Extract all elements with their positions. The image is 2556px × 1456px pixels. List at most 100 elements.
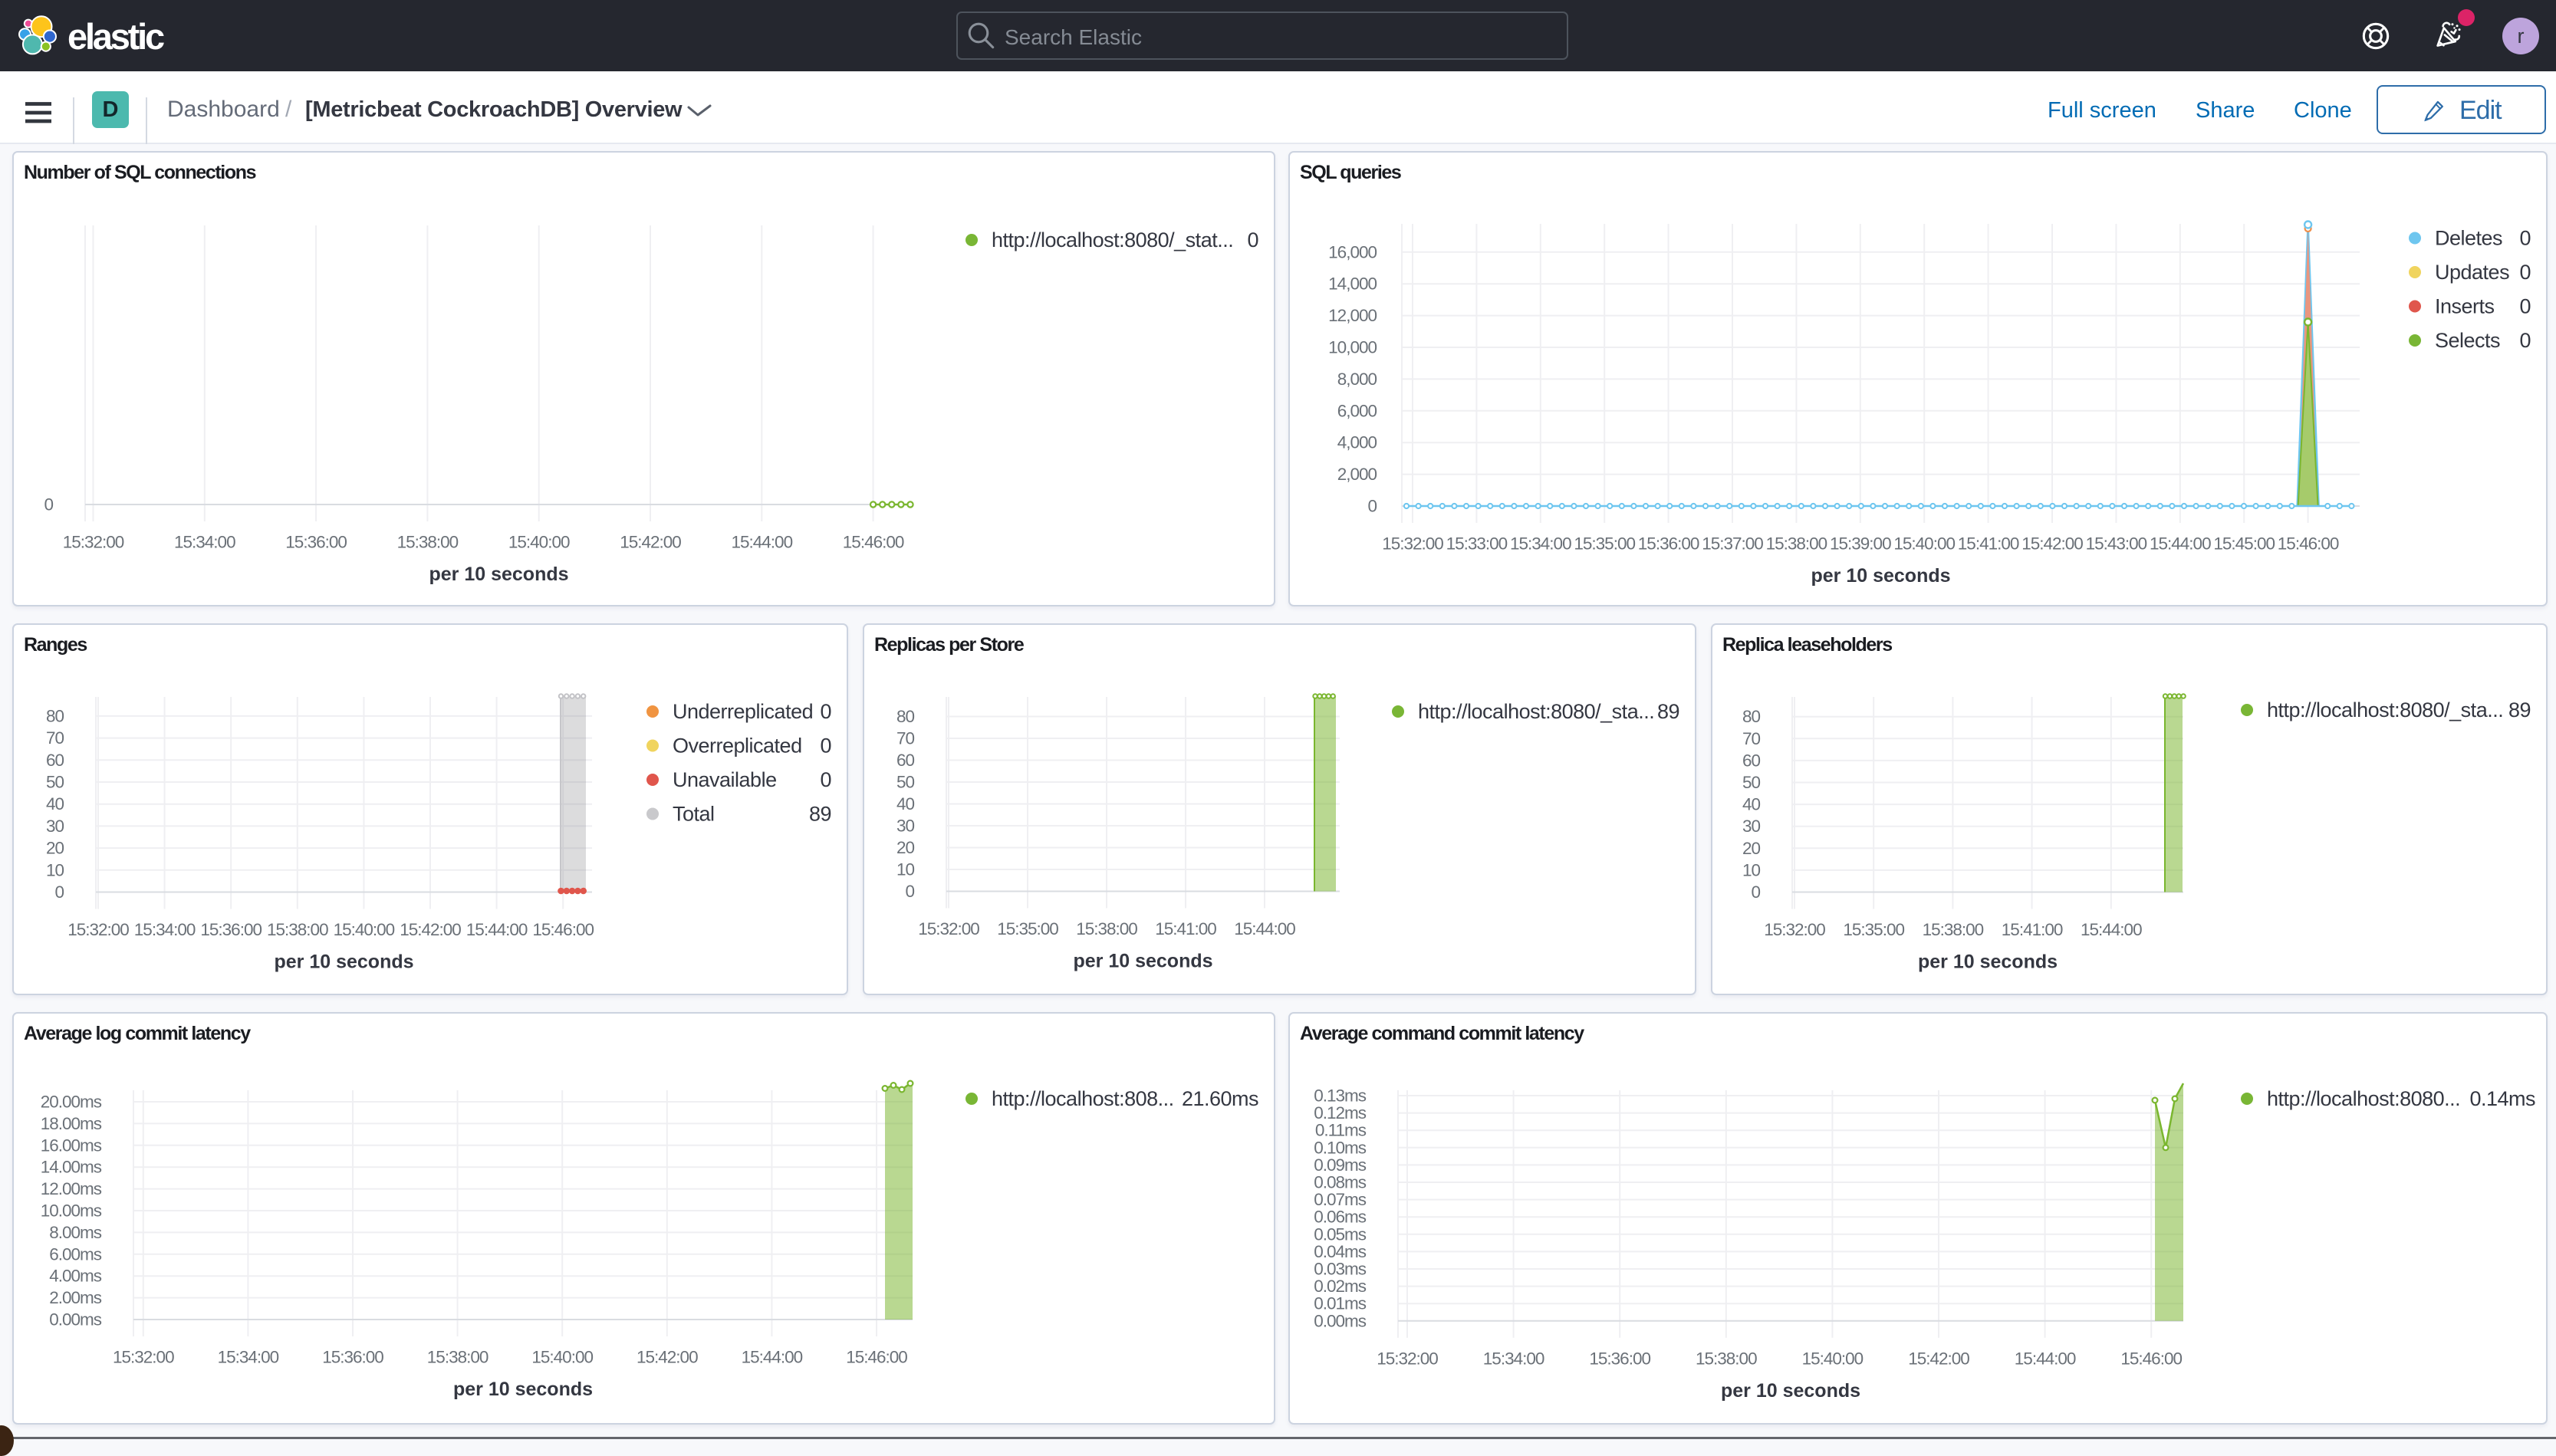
svg-text:89: 89 <box>1657 700 1679 723</box>
svg-text:0.00ms: 0.00ms <box>1314 1311 1367 1330</box>
svg-text:15:44:00: 15:44:00 <box>2150 534 2211 554</box>
svg-text:15:34:00: 15:34:00 <box>1510 534 1571 554</box>
svg-text:0: 0 <box>820 700 831 723</box>
svg-text:0.00ms: 0.00ms <box>49 1310 102 1329</box>
svg-text:0: 0 <box>44 495 53 514</box>
svg-text:15:40:00: 15:40:00 <box>1802 1349 1864 1368</box>
svg-text:0.02ms: 0.02ms <box>1314 1277 1367 1296</box>
svg-text:4.00ms: 4.00ms <box>49 1267 102 1286</box>
svg-text:15:38:00: 15:38:00 <box>1766 534 1827 554</box>
svg-text:15:42:00: 15:42:00 <box>1908 1349 1969 1368</box>
svg-text:30: 30 <box>1742 817 1761 836</box>
svg-text:15:42:00: 15:42:00 <box>620 533 681 552</box>
svg-text:10: 10 <box>1742 860 1761 879</box>
svg-text:70: 70 <box>46 728 64 748</box>
svg-text:15:44:00: 15:44:00 <box>732 533 793 552</box>
svg-text:http://localhost:8080...: http://localhost:8080... <box>2267 1087 2460 1110</box>
svg-text:0: 0 <box>1751 882 1760 902</box>
svg-text:15:34:00: 15:34:00 <box>218 1348 279 1367</box>
svg-text:4,000: 4,000 <box>1337 433 1377 452</box>
svg-text:15:42:00: 15:42:00 <box>400 920 461 939</box>
svg-text:per 10 seconds: per 10 seconds <box>453 1379 593 1400</box>
svg-text:15:38:00: 15:38:00 <box>427 1348 489 1367</box>
svg-text:10.00ms: 10.00ms <box>41 1201 102 1221</box>
svg-text:15:32:00: 15:32:00 <box>63 533 124 552</box>
svg-text:15:38:00: 15:38:00 <box>1076 919 1137 938</box>
svg-text:80: 80 <box>1742 707 1761 726</box>
svg-text:0.05ms: 0.05ms <box>1314 1224 1367 1244</box>
svg-text:15:40:00: 15:40:00 <box>334 920 395 939</box>
svg-text:0.04ms: 0.04ms <box>1314 1242 1367 1261</box>
svg-text:per 10 seconds: per 10 seconds <box>1721 1380 1860 1402</box>
svg-text:0.11ms: 0.11ms <box>1315 1121 1367 1140</box>
svg-text:2,000: 2,000 <box>1337 465 1377 484</box>
svg-text:0.14ms: 0.14ms <box>2469 1087 2535 1110</box>
svg-text:40: 40 <box>896 794 915 813</box>
svg-text:15:38:00: 15:38:00 <box>1923 920 1984 939</box>
svg-text:0.06ms: 0.06ms <box>1314 1208 1367 1227</box>
svg-text:70: 70 <box>896 729 915 748</box>
svg-text:Unavailable: Unavailable <box>673 768 777 791</box>
svg-text:2.00ms: 2.00ms <box>49 1288 102 1307</box>
svg-text:15:38:00: 15:38:00 <box>397 533 459 552</box>
svg-text:per 10 seconds: per 10 seconds <box>429 564 568 585</box>
svg-text:Underreplicated: Underreplicated <box>673 700 813 723</box>
svg-text:6,000: 6,000 <box>1337 401 1377 420</box>
svg-text:12,000: 12,000 <box>1328 306 1377 325</box>
svg-text:89: 89 <box>2508 698 2531 721</box>
svg-text:15:32:00: 15:32:00 <box>113 1348 174 1367</box>
svg-text:14.00ms: 14.00ms <box>41 1158 102 1177</box>
svg-text:per 10 seconds: per 10 seconds <box>1918 951 2058 973</box>
svg-text:15:46:00: 15:46:00 <box>846 1348 907 1367</box>
svg-text:21.60ms: 21.60ms <box>1182 1087 1258 1110</box>
svg-text:15:42:00: 15:42:00 <box>637 1348 698 1367</box>
svg-text:http://localhost:8080/_sta...: http://localhost:8080/_sta... <box>2267 698 2503 721</box>
svg-text:16.00ms: 16.00ms <box>41 1136 102 1155</box>
svg-text:15:41:00: 15:41:00 <box>2002 920 2063 939</box>
svg-text:0: 0 <box>54 882 64 902</box>
svg-text:60: 60 <box>1742 751 1761 770</box>
svg-text:15:44:00: 15:44:00 <box>2015 1349 2076 1368</box>
svg-text:15:40:00: 15:40:00 <box>1893 534 1955 554</box>
svg-text:15:36:00: 15:36:00 <box>322 1348 383 1367</box>
svg-text:Deletes: Deletes <box>2435 227 2502 250</box>
svg-text:89: 89 <box>809 803 831 826</box>
svg-text:15:33:00: 15:33:00 <box>1446 534 1508 554</box>
svg-text:15:37:00: 15:37:00 <box>1702 534 1763 554</box>
svg-text:http://localhost:8080/_sta...: http://localhost:8080/_sta... <box>1418 700 1654 723</box>
svg-text:16,000: 16,000 <box>1328 242 1377 261</box>
svg-text:15:36:00: 15:36:00 <box>285 533 347 552</box>
svg-text:0: 0 <box>2519 295 2531 318</box>
svg-text:15:40:00: 15:40:00 <box>508 533 570 552</box>
svg-text:15:46:00: 15:46:00 <box>2278 534 2339 554</box>
svg-text:0.01ms: 0.01ms <box>1314 1294 1367 1313</box>
svg-text:15:45:00: 15:45:00 <box>2213 534 2275 554</box>
svg-text:0: 0 <box>2519 261 2531 284</box>
svg-text:30: 30 <box>46 817 64 836</box>
svg-text:15:44:00: 15:44:00 <box>2081 920 2142 939</box>
svg-text:0.12ms: 0.12ms <box>1314 1103 1367 1122</box>
svg-text:15:44:00: 15:44:00 <box>466 920 528 939</box>
svg-text:20: 20 <box>1742 839 1761 858</box>
svg-text:15:35:00: 15:35:00 <box>997 919 1058 938</box>
svg-text:Selects: Selects <box>2435 329 2500 352</box>
svg-text:0.13ms: 0.13ms <box>1314 1086 1367 1106</box>
svg-text:0: 0 <box>820 768 831 791</box>
svg-text:40: 40 <box>46 794 64 813</box>
svg-text:0: 0 <box>905 882 914 901</box>
svg-text:15:32:00: 15:32:00 <box>1382 534 1443 554</box>
svg-text:6.00ms: 6.00ms <box>49 1244 102 1264</box>
svg-text:0.03ms: 0.03ms <box>1314 1260 1367 1279</box>
svg-text:15:44:00: 15:44:00 <box>742 1348 803 1367</box>
svg-text:Updates: Updates <box>2435 261 2509 284</box>
svg-text:15:38:00: 15:38:00 <box>267 920 328 939</box>
svg-text:15:41:00: 15:41:00 <box>1958 534 2019 554</box>
svg-text:10,000: 10,000 <box>1328 338 1377 357</box>
svg-text:15:35:00: 15:35:00 <box>1843 920 1904 939</box>
svg-text:40: 40 <box>1742 795 1761 814</box>
svg-text:15:32:00: 15:32:00 <box>67 920 129 939</box>
svg-text:8.00ms: 8.00ms <box>49 1223 102 1242</box>
svg-text:per 10 seconds: per 10 seconds <box>1073 951 1212 972</box>
svg-text:0: 0 <box>2519 227 2531 250</box>
svg-text:15:32:00: 15:32:00 <box>918 919 979 938</box>
